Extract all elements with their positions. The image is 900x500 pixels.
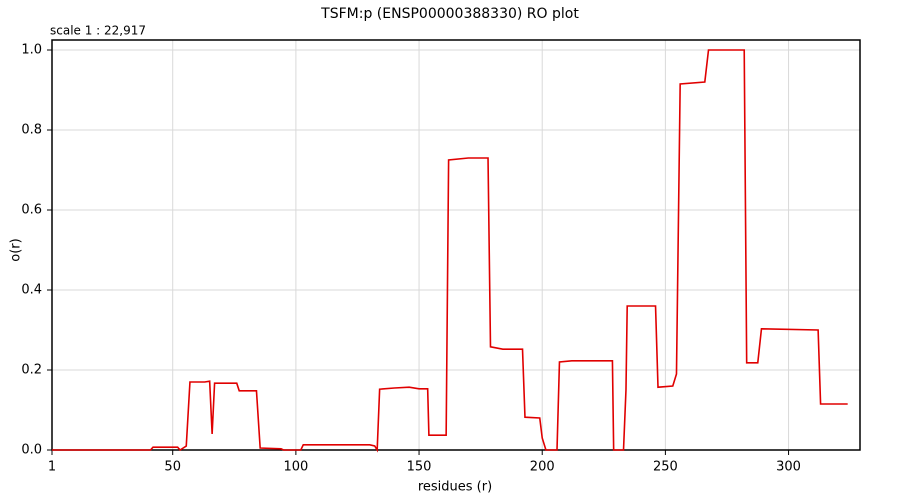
y-tick-label: 0.2: [21, 363, 42, 378]
x-tick-label: 100: [283, 460, 308, 475]
y-axis-label: o(r): [9, 238, 24, 261]
x-tick-label: 250: [653, 460, 678, 475]
x-tick-label: 150: [407, 460, 432, 475]
x-tick-label: 200: [530, 460, 555, 475]
plot-frame: [51, 39, 861, 451]
x-tick-label: 50: [164, 460, 181, 475]
y-tick-label: 0.0: [21, 443, 42, 458]
x-tick-label: 300: [776, 460, 801, 475]
y-tick-label: 1.0: [21, 43, 42, 58]
chart-title: TSFM:p (ENSP00000388330) RO plot: [320, 6, 579, 22]
x-tick-label: 1: [48, 460, 56, 475]
y-tick-label: 0.6: [21, 203, 42, 218]
y-tick-label: 0.8: [21, 123, 42, 138]
x-axis-label: residues (r): [418, 480, 492, 495]
annotation: scale 1 : 22,917: [50, 24, 146, 38]
y-tick-label: 0.4: [21, 283, 42, 298]
data-line: [52, 49, 848, 453]
